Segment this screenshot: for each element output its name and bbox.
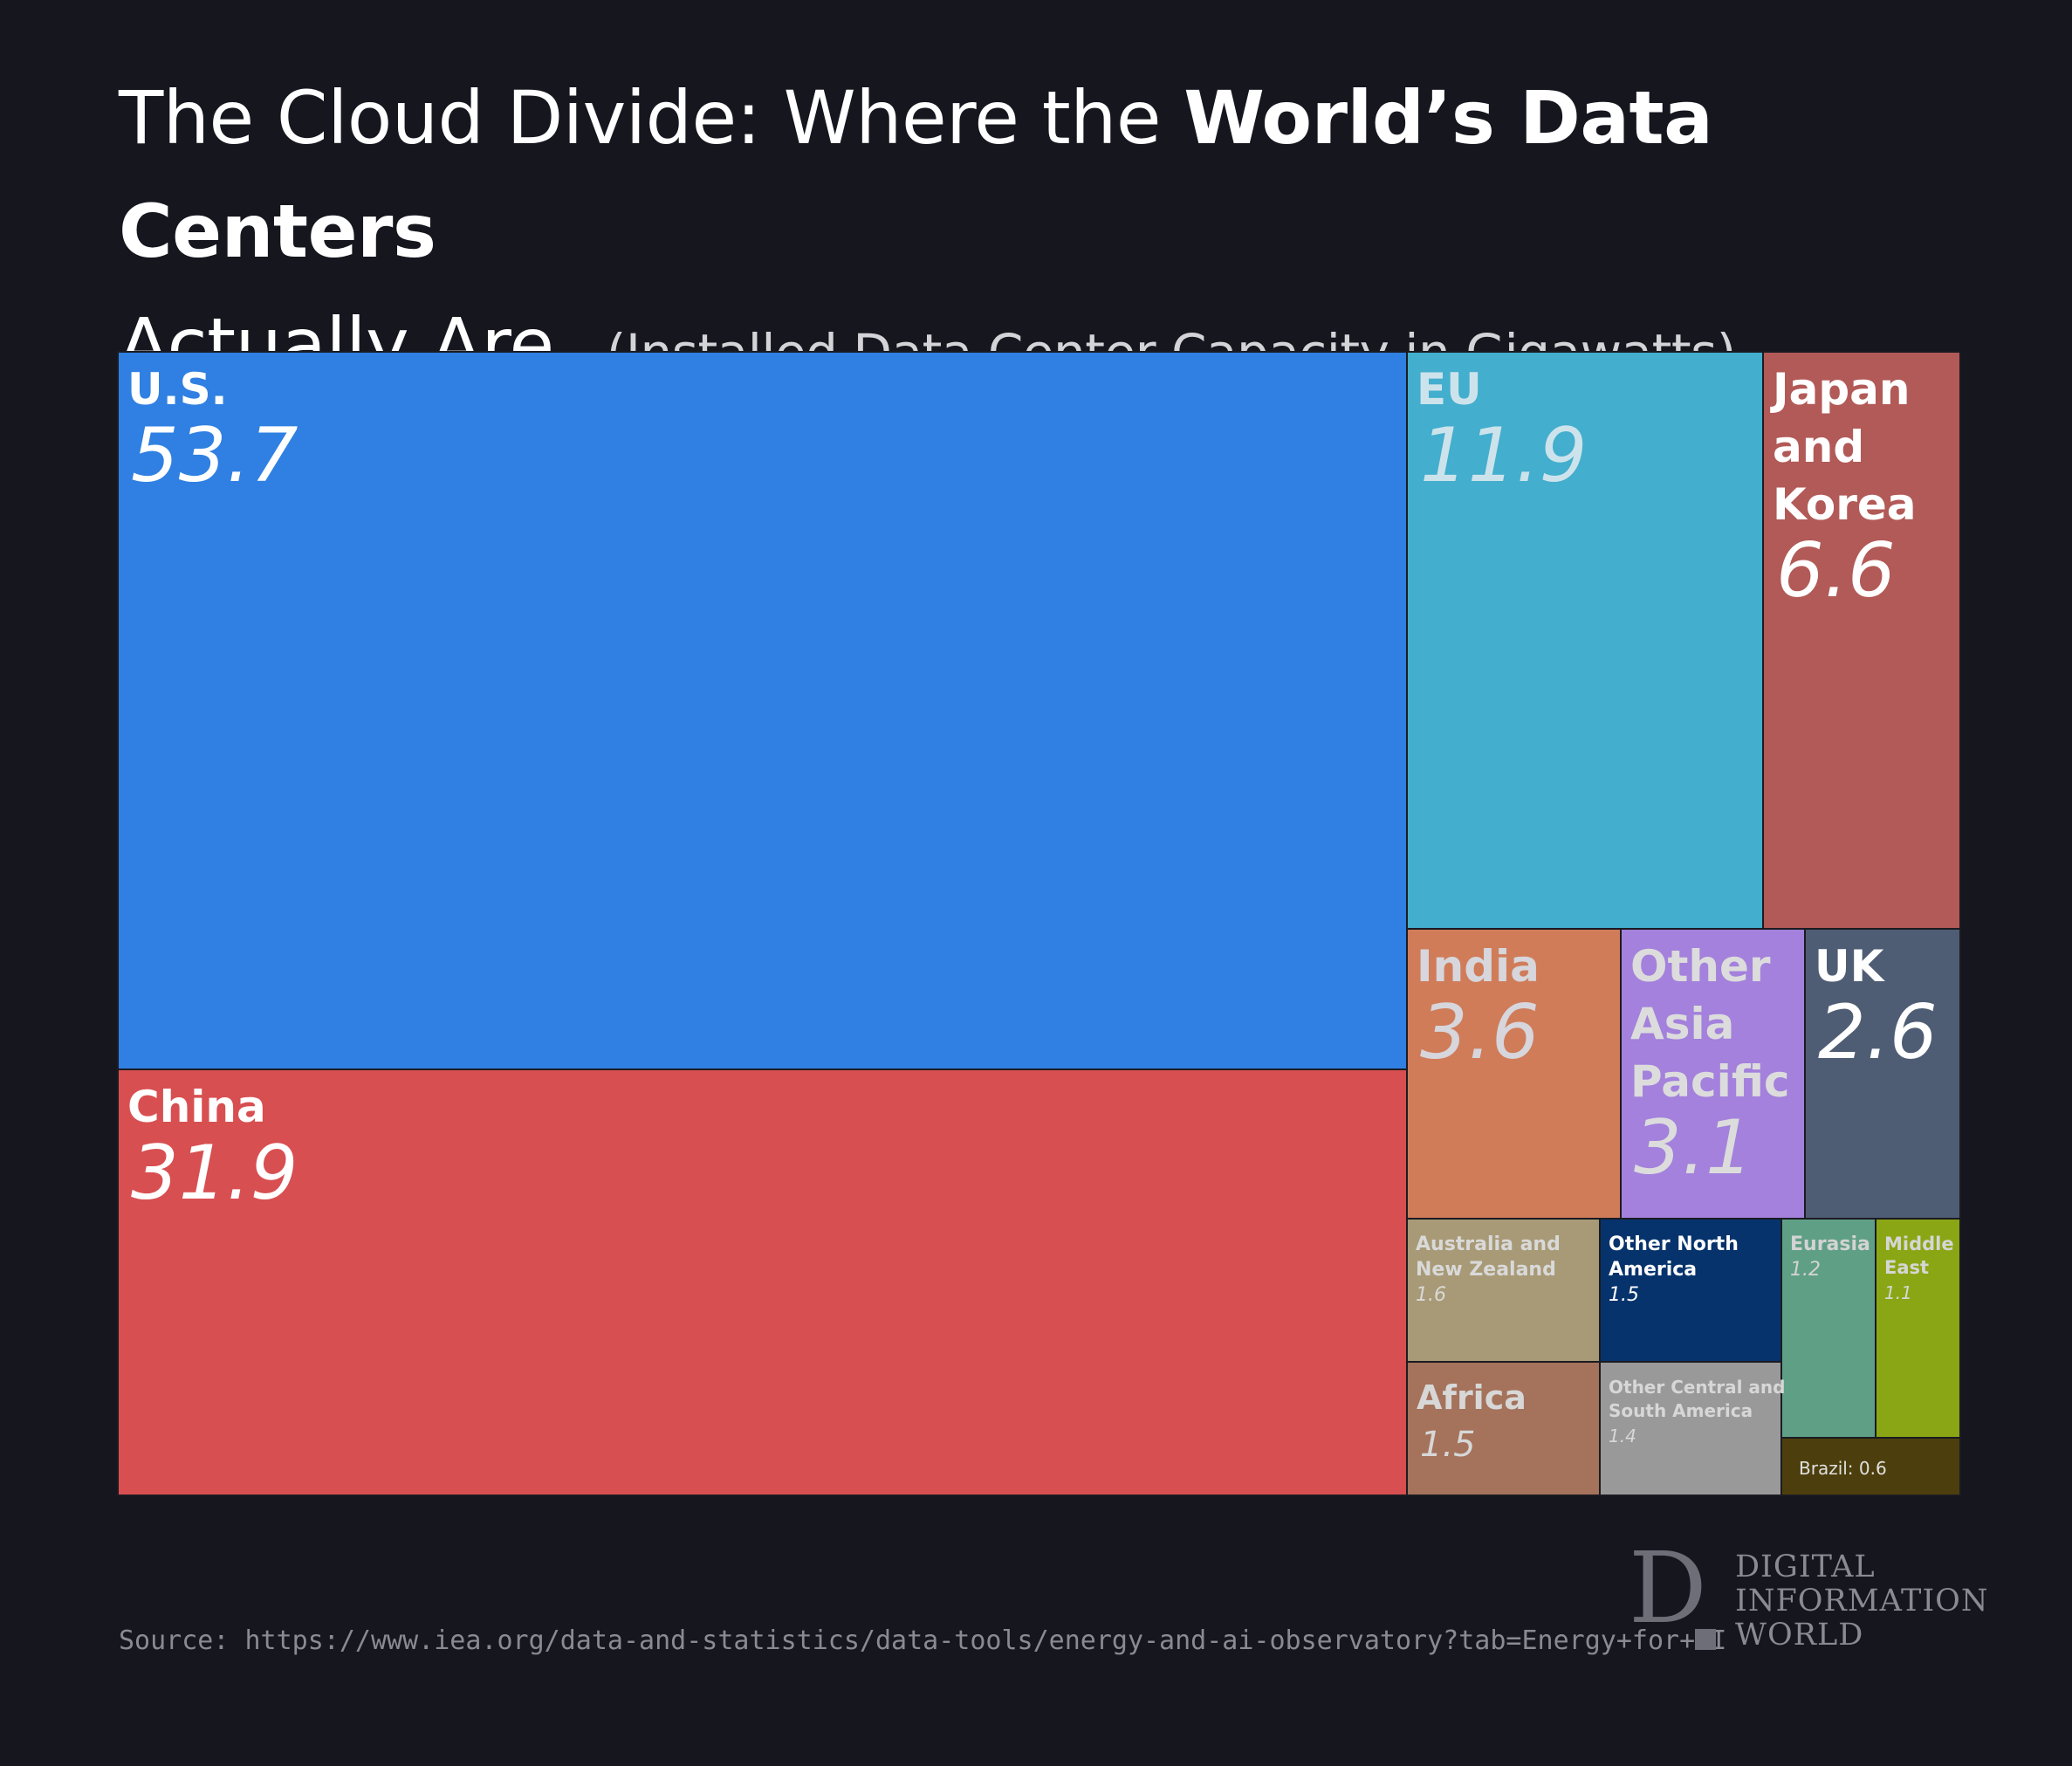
tile-label-china: China [127, 1082, 266, 1132]
tile-label-middle-east-line-1: Middle [1884, 1233, 1954, 1254]
tile-australia-nz: Australia and New Zealand 1.6 [1406, 1218, 1601, 1363]
tile-value-other-asia-pacific: 3.1 [1634, 1104, 1753, 1192]
title-part1: The Cloud Divide: Where the [119, 75, 1184, 161]
tile-rect-eurasia [1780, 1218, 1876, 1439]
tile-rect-other-central-south-america [1599, 1361, 1782, 1496]
tile-africa: Africa 1.5 [1406, 1361, 1601, 1496]
tile-value-india: 3.6 [1420, 989, 1540, 1076]
tile-label-africa: Africa [1417, 1378, 1527, 1417]
source-note: Source: https://www.iea.org/data-and-sta… [119, 1625, 1727, 1656]
tile-label-eurasia: Eurasia [1790, 1233, 1870, 1255]
publisher-logo: D DIGITAL INFORMATION WORLD [1629, 1540, 1987, 1659]
tile-label-australia-nz-line-1: Australia and [1416, 1233, 1561, 1255]
tile-rect-other-north-america [1599, 1218, 1782, 1363]
logo-line-1: DIGITAL [1735, 1550, 1876, 1584]
tile-label-other-asia-pacific-line-2: Asia [1630, 999, 1734, 1049]
tile-label-australia-nz-line-2: New Zealand [1416, 1259, 1556, 1281]
logo-wordmark: DIGITAL INFORMATION WORLD [1735, 1550, 1988, 1653]
tile-rect-uk [1804, 928, 1961, 1220]
tile-uk: UK2.6 [1804, 928, 1961, 1220]
tile-label-eu: EU [1417, 364, 1482, 415]
tile-middle-east: Middle East 1.1 [1875, 1218, 1961, 1439]
tile-brazil: Brazil: 0.6 [1780, 1437, 1961, 1496]
tile-value-australia-nz: 1.6 [1416, 1284, 1446, 1306]
logo-line-3: WORLD [1735, 1618, 1864, 1653]
logo-mark: D [1629, 1532, 1707, 1646]
tile-label-india: India [1417, 941, 1540, 992]
tile-other-north-america: Other North America 1.5 [1599, 1218, 1782, 1363]
tile-value-china: 31.9 [131, 1130, 298, 1217]
tile-label-japan-korea-line-3: Korea [1773, 479, 1917, 530]
tile-us: U.S.53.7 [117, 351, 1408, 1070]
tile-rect-japan-korea [1762, 351, 1961, 930]
tile-label-other-central-south-america-line-2: South America [1609, 1400, 1753, 1421]
tile-label-other-asia-pacific-line-1: Other [1630, 941, 1771, 992]
tile-rect-china [117, 1069, 1408, 1496]
tile-value-uk: 2.6 [1818, 989, 1938, 1076]
tile-value-other-central-south-america: 1.4 [1609, 1426, 1636, 1446]
tile-value-middle-east: 1.1 [1884, 1282, 1912, 1303]
tile-label-japan-korea-line-2: and [1773, 422, 1864, 472]
title-bold: World’s Data Centers [119, 75, 1713, 274]
tile-eurasia: Eurasia 1.2 [1780, 1218, 1876, 1439]
tile-label-uk: UK [1815, 941, 1886, 992]
tile-label-other-central-south-america-line-1: Other Central and [1609, 1377, 1785, 1398]
tile-rect-eu [1406, 351, 1764, 930]
tile-value-us: 53.7 [131, 412, 298, 499]
tile-rect-middle-east [1875, 1218, 1961, 1439]
tile-label-middle-east-line-2: East [1884, 1257, 1929, 1278]
tile-label-other-asia-pacific-line-3: Pacific [1630, 1056, 1790, 1107]
tile-rect-india [1406, 928, 1622, 1220]
tile-inline-label-brazil: Brazil: 0.6 [1799, 1458, 1887, 1479]
tile-label-other-north-america-line-1: Other North [1609, 1233, 1739, 1255]
tile-value-other-north-america: 1.5 [1609, 1284, 1639, 1306]
tile-label-other-north-america-line-2: America [1609, 1259, 1697, 1281]
tile-value-japan-korea: 6.6 [1776, 527, 1896, 615]
tile-value-eu: 11.9 [1420, 412, 1587, 499]
tile-label-japan-korea-line-1: Japan [1770, 364, 1910, 415]
tile-rect-africa [1406, 1361, 1601, 1496]
tile-value-eurasia: 1.2 [1790, 1259, 1821, 1281]
tile-rect-other-asia-pacific [1620, 928, 1806, 1220]
tile-value-africa: 1.5 [1420, 1425, 1476, 1465]
tile-rect-brazil [1780, 1437, 1961, 1496]
logo-line-2: INFORMATION [1735, 1584, 1989, 1618]
tile-rect-us [117, 351, 1408, 1070]
tile-rect-australia-nz [1406, 1218, 1601, 1363]
logo-square-icon [1695, 1629, 1716, 1650]
tile-label-us: U.S. [127, 364, 228, 415]
